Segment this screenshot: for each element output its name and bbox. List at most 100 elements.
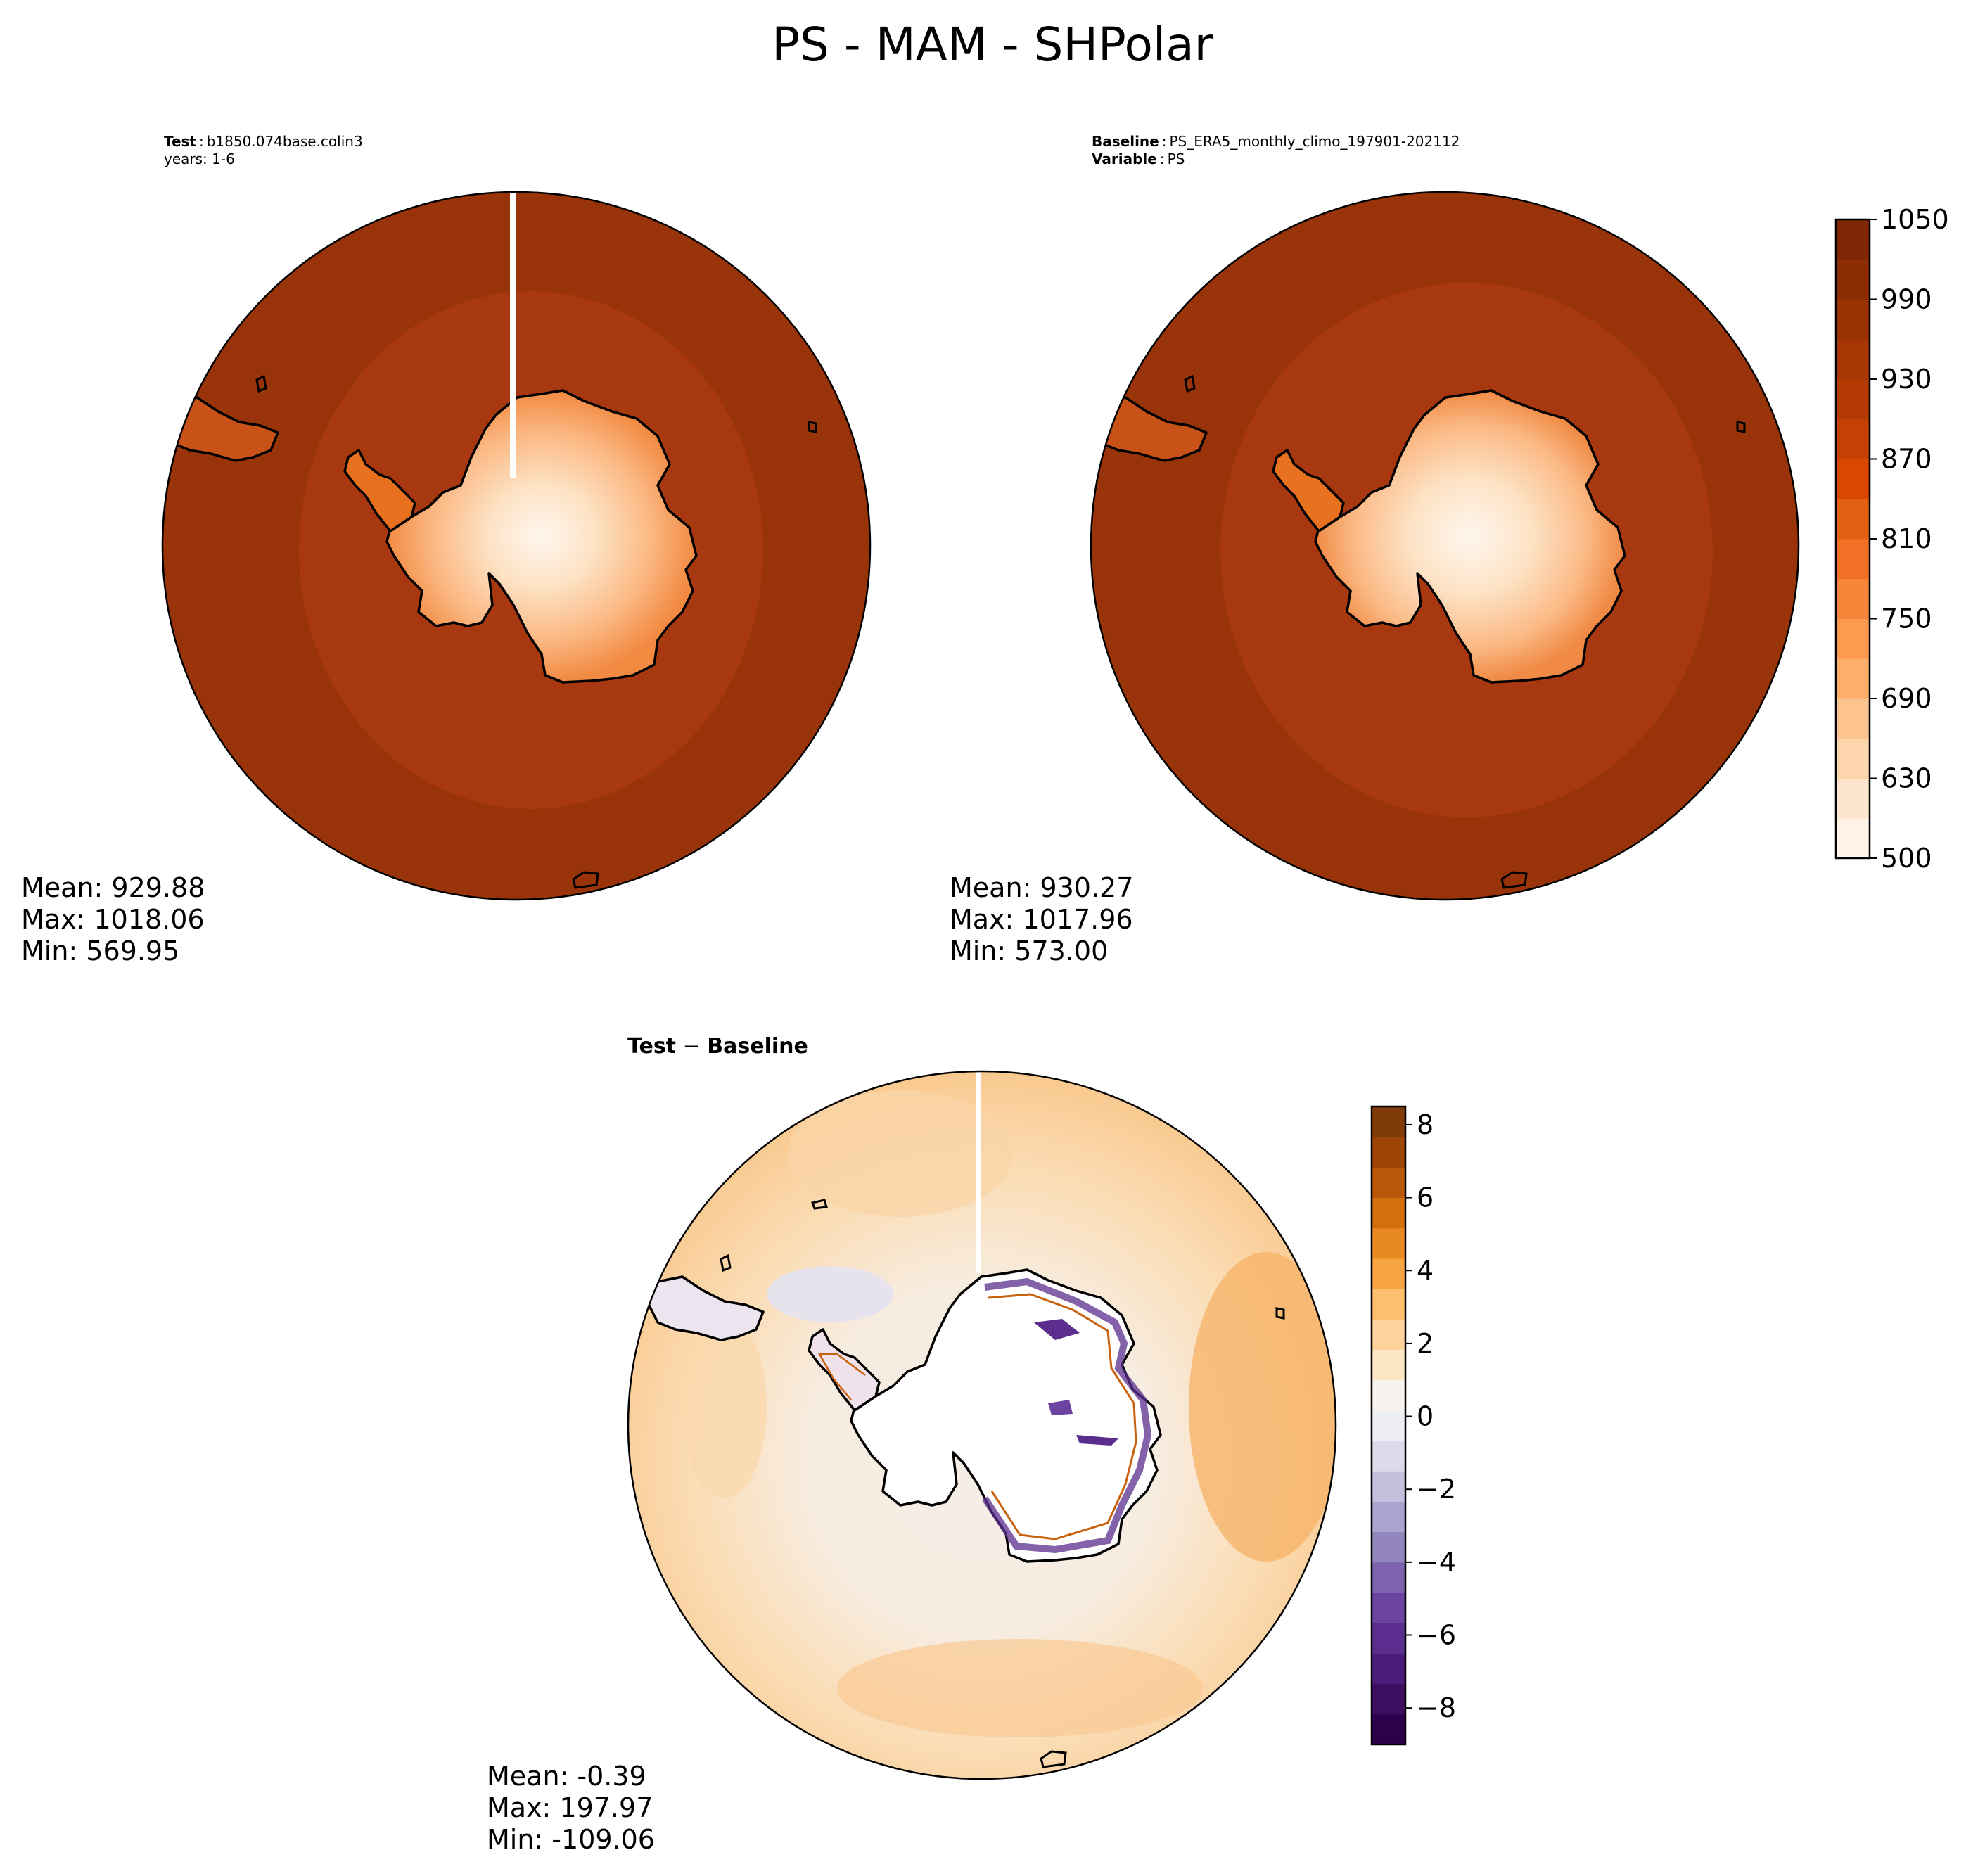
- diff-stat-max: Max: 197.97: [487, 1792, 653, 1823]
- colorbar-main-band: [1836, 419, 1870, 459]
- colorbar-diff-band: [1372, 1167, 1405, 1199]
- colorbar-diff-band: [1372, 1379, 1405, 1411]
- test-panel: Test: b1850.074base.colin3 years: 1-6 Mea…: [21, 133, 872, 966]
- colorbar-main-band: [1836, 818, 1870, 859]
- test-map: [162, 192, 870, 900]
- baseline-caption-variable: Variable: PS: [1092, 151, 1185, 167]
- diff-antarctica-orange-contour: [988, 1293, 1137, 1540]
- colorbar-main-band: [1836, 578, 1870, 619]
- diff-antarctica-edge: [981, 1277, 1152, 1554]
- colorbar-diff-tick-label: −6: [1417, 1620, 1456, 1651]
- colorbar-diff-band: [1372, 1623, 1405, 1654]
- baseline-island-2: [1736, 421, 1746, 433]
- diff-title-b: Baseline: [707, 1034, 808, 1059]
- colorbar-diff-band: [1372, 1319, 1405, 1351]
- baseline-stat-min: Min: 573.00: [950, 936, 1108, 966]
- test-caption: Test: b1850.074base.colin3: [164, 133, 363, 150]
- diff-seam: [976, 1071, 981, 1273]
- colorbar-diff-band: [1372, 1197, 1405, 1229]
- colorbar-diff-band: [1372, 1593, 1405, 1623]
- test-caption-value: b1850.074base.colin3: [207, 133, 363, 150]
- colorbar-main-band: [1836, 698, 1870, 739]
- baseline-panel: Baseline: PS_ERA5_monthly_climo_197901-20…: [950, 133, 1800, 966]
- colorbar-diff-band: [1372, 1562, 1405, 1593]
- figure-title: PS - MAM - SHPolar: [772, 18, 1213, 72]
- diff-island-3: [810, 1199, 828, 1210]
- colorbar-main-band: [1836, 459, 1870, 499]
- diff-stat-mean: Mean: -0.39: [487, 1761, 646, 1792]
- baseline-caption2-label: Variable: [1092, 151, 1157, 167]
- baseline-caption2-sep: :: [1160, 151, 1165, 167]
- test-stat-mean: Mean: 929.88: [21, 872, 205, 903]
- diff-title-a: Test: [627, 1034, 676, 1059]
- colorbar-diff-frame: [1370, 1105, 1407, 1746]
- colorbar-main-band: [1836, 778, 1870, 819]
- colorbar-diff-band: [1372, 1471, 1405, 1502]
- colorbar-main-band: [1836, 299, 1870, 340]
- test-seam: [510, 192, 516, 478]
- test-stat-max: Max: 1018.06: [21, 904, 205, 935]
- colorbar-diff-band: [1372, 1653, 1405, 1685]
- colorbar-main-tick-label: 930: [1881, 364, 1932, 395]
- diff-island-2: [1275, 1307, 1285, 1320]
- colorbar-diff-tick-label: 0: [1417, 1401, 1434, 1432]
- colorbar-diff-band: [1372, 1531, 1405, 1563]
- colorbar-main-band: [1836, 219, 1870, 260]
- test-island-3: [572, 871, 599, 889]
- colorbar-diff-tick-label: 4: [1417, 1255, 1434, 1286]
- colorbar-main-band: [1836, 259, 1870, 300]
- diff-peninsula: [808, 1328, 881, 1412]
- colorbar-diff-tick-label: −4: [1417, 1547, 1456, 1578]
- colorbar-main-tick-label: 810: [1881, 523, 1932, 554]
- colorbar-diff-tick-label: −8: [1417, 1692, 1456, 1723]
- colorbar-diff-tick-label: 6: [1417, 1182, 1434, 1213]
- colorbar-main-band: [1836, 658, 1870, 699]
- colorbar-main-tick-label: 630: [1881, 763, 1932, 794]
- colorbar-main-band: [1836, 499, 1870, 540]
- colorbar-diff-band: [1372, 1441, 1405, 1472]
- test-stat-min: Min: 569.95: [21, 936, 179, 966]
- baseline-island-3: [1500, 871, 1528, 889]
- diff-title: Test − Baseline: [627, 1034, 808, 1059]
- test-island-2: [808, 421, 817, 433]
- colorbar-main: 500 630 690 750 810 870 930 990 1050: [1834, 204, 1949, 874]
- colorbar-diff-tick-label: 2: [1417, 1328, 1434, 1359]
- colorbar-diff-band: [1372, 1410, 1405, 1441]
- baseline-island: [1184, 374, 1196, 393]
- diff-interior-purple-3: [1076, 1435, 1118, 1446]
- baseline-caption: Baseline: PS_ERA5_monthly_climo_197901-20…: [1092, 133, 1460, 150]
- colorbar-main-band: [1836, 339, 1870, 380]
- baseline-caption-value: PS_ERA5_monthly_climo_197901-202112: [1169, 133, 1460, 150]
- colorbar-main-band: [1836, 539, 1870, 580]
- colorbar-main-band: [1836, 618, 1870, 659]
- diff-title-op: −: [676, 1034, 707, 1059]
- colorbar-diff-band: [1372, 1137, 1405, 1168]
- baseline-caption-label: Baseline: [1092, 133, 1159, 150]
- test-caption-label: Test: [164, 133, 196, 150]
- colorbar-diff-band: [1372, 1258, 1405, 1289]
- diff-peninsula-contour: [817, 1353, 866, 1400]
- baseline-caption-sep: :: [1162, 133, 1167, 150]
- colorbar-main-tick-label: 750: [1881, 604, 1932, 634]
- colorbar-diff-band: [1372, 1714, 1405, 1745]
- baseline-peninsula: [1272, 449, 1345, 532]
- test-caption-sep: :: [199, 133, 204, 150]
- diff-stat-min: Min: -109.06: [487, 1824, 655, 1855]
- colorbar-diff-band: [1372, 1227, 1405, 1259]
- colorbar-main-band: [1836, 379, 1870, 420]
- diff-map: [628, 1071, 1336, 1779]
- diff-interior-purple-2: [1048, 1400, 1073, 1415]
- diff-interior-purple-1: [1034, 1319, 1080, 1340]
- colorbar-diff-tick-label: −2: [1417, 1474, 1456, 1505]
- baseline-stat-max: Max: 1017.96: [950, 904, 1133, 935]
- colorbar-diff: 8 6 4 2 0 −2 −4 −6 −8: [1370, 1105, 1456, 1746]
- colorbar-diff-tick-label: 8: [1417, 1109, 1434, 1140]
- colorbar-main-band: [1836, 738, 1870, 779]
- colorbar-main-tick-label: 990: [1881, 284, 1932, 315]
- diff-south-america-tip: [646, 1275, 765, 1341]
- diff-panel: Test − Baseline Mean: -0.39: [487, 1034, 1337, 1855]
- baseline-map: [1091, 192, 1799, 900]
- colorbar-main-tick-label: 1050: [1881, 204, 1949, 235]
- colorbar-diff-band: [1372, 1106, 1405, 1137]
